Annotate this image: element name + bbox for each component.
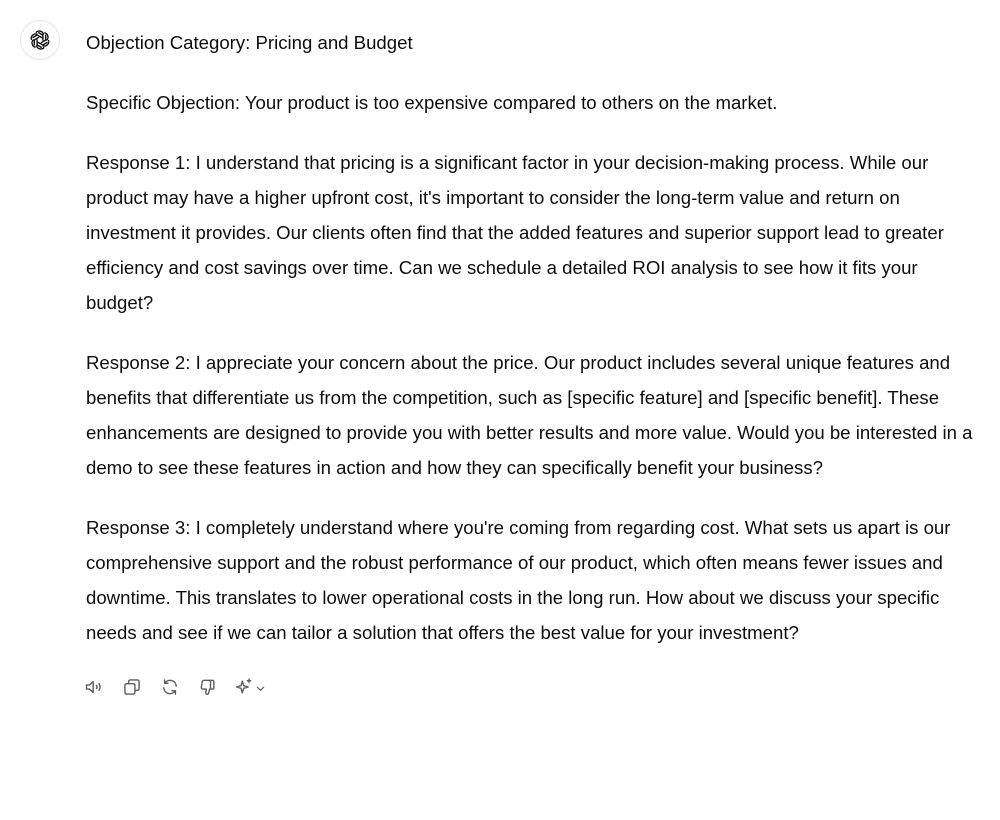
response-2: Response 2: I appreciate your concern ab… — [86, 352, 973, 478]
copy-icon — [124, 679, 140, 695]
response-3: Response 3: I completely understand wher… — [86, 517, 951, 643]
regenerate-icon — [163, 679, 177, 695]
regenerate-button[interactable] — [158, 675, 182, 699]
change-model-button[interactable] — [234, 677, 266, 697]
chevron-down-icon — [256, 686, 265, 691]
specific-objection: Specific Objection: Your product is too … — [86, 92, 778, 113]
objection-category: Objection Category: Pricing and Budget — [86, 32, 413, 53]
read-aloud-button[interactable] — [82, 675, 106, 699]
sparkle-icon — [235, 678, 252, 694]
openai-logo-icon — [30, 30, 50, 50]
thumbs-down-icon — [200, 679, 215, 695]
speaker-icon — [85, 680, 101, 694]
assistant-message: Objection Category: Pricing and Budget S… — [20, 20, 990, 699]
message-actions — [82, 675, 986, 699]
response-1: Response 1: I understand that pricing is… — [86, 152, 944, 313]
message-content: Objection Category: Pricing and Budget S… — [85, 20, 986, 699]
assistant-avatar — [20, 20, 60, 60]
bad-response-button[interactable] — [196, 675, 220, 699]
copy-button[interactable] — [120, 675, 144, 699]
